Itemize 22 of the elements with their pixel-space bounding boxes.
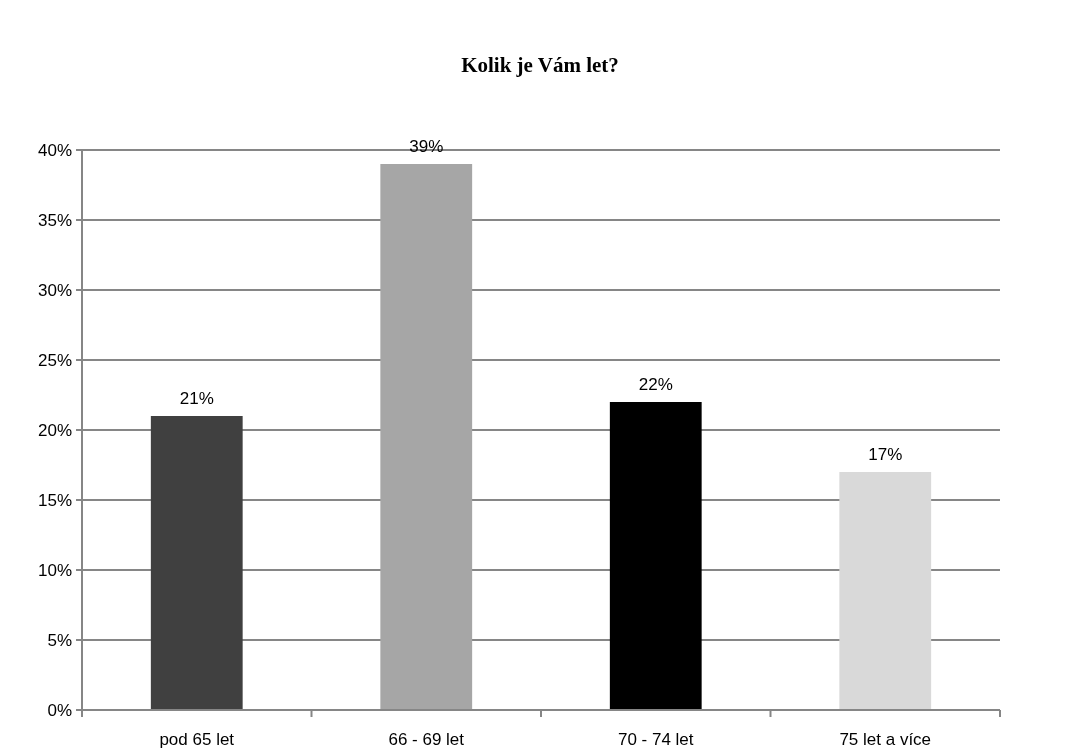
x-tick-label: 66 - 69 let	[388, 730, 465, 749]
data-label: 22%	[638, 375, 673, 394]
y-tick-label: 10%	[37, 560, 72, 580]
y-tick-label: 20%	[37, 420, 72, 440]
bar	[150, 416, 243, 710]
chart-title: Kolik je Vám let?	[461, 53, 619, 77]
data-label: 17%	[868, 445, 903, 464]
y-tick-label: 40%	[37, 140, 72, 160]
y-tick-label: 35%	[37, 210, 72, 230]
bar	[609, 402, 702, 710]
y-tick-label: 0%	[47, 700, 72, 720]
x-tick-label: pod 65 let	[159, 730, 235, 749]
bar	[380, 164, 473, 710]
x-tick-label: 70 - 74 let	[617, 730, 694, 749]
bar	[839, 472, 932, 710]
y-tick-label: 25%	[37, 350, 72, 370]
y-tick-label: 30%	[37, 280, 72, 300]
x-tick-label: 75 let a více	[839, 730, 932, 749]
y-tick-label: 15%	[37, 490, 72, 510]
y-tick-label: 5%	[47, 630, 72, 650]
data-label: 21%	[179, 389, 214, 408]
data-label: 39%	[409, 137, 444, 156]
